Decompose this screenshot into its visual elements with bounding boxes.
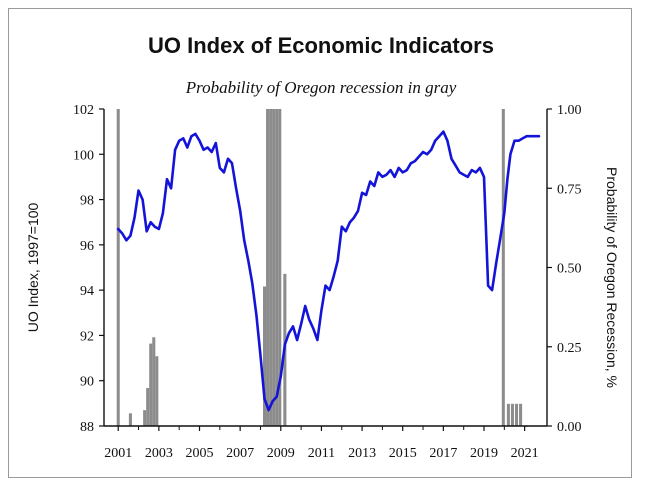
probability-bar [128,413,132,426]
left-tick-label: 102 [73,103,94,118]
left-tick-label: 90 [80,375,94,390]
probability-bar [514,403,519,426]
x-tick-label: 2007 [226,446,254,461]
chart-title: UO Index of Economic Indicators [148,33,494,58]
left-axis-label: UO Index, 1997=100 [25,202,41,332]
probability-bar [155,356,159,426]
probability-bar [510,403,514,426]
probability-bar [149,343,153,426]
x-tick-label: 2003 [145,446,173,461]
left-tick-label: 88 [80,420,94,435]
probability-bar [143,410,147,426]
probability-bar [275,109,279,426]
x-tick-label: 2021 [511,446,539,461]
left-tick-label: 92 [80,329,94,344]
probability-bar [269,109,273,426]
right-tick-label: 1.00 [557,103,582,118]
right-tick-label: 0.75 [557,182,582,197]
x-tick-label: 2013 [348,446,376,461]
chart-svg: UO Index of Economic Indicators Probabili… [25,33,620,461]
right-tick-label: 0.25 [557,341,582,356]
x-tick-label: 2011 [308,446,335,461]
left-tick-label: 100 [73,148,94,163]
left-tick-label: 98 [80,194,94,209]
right-axis-label: Probability of Oregon Recession, % [604,167,620,388]
probability-bar [146,387,150,426]
chart-frame: UO Index of Economic Indicators Probabili… [8,8,632,478]
x-tick-label: 2001 [104,446,132,461]
probability-bar [263,286,267,426]
x-tick-label: 2009 [267,446,295,461]
probability-bar [116,109,120,426]
probability-bar [506,403,510,426]
chart-subtitle: Probability of Oregon recession in gray [185,78,457,97]
probability-bar [266,109,270,426]
x-tick-label: 2019 [470,446,498,461]
series-line-uo-index [116,130,541,412]
x-tick-label: 2015 [389,446,417,461]
probability-bar [501,109,505,426]
probability-bar [272,109,276,426]
x-tick-label: 2017 [429,446,457,461]
probability-bar [278,109,282,426]
probability-bar [152,337,156,426]
left-tick-label: 94 [80,284,94,299]
right-tick-label: 0.00 [557,420,582,435]
left-tick-label: 96 [80,239,94,254]
x-tick-label: 2005 [186,446,214,461]
probability-bar [519,403,523,426]
right-tick-label: 0.50 [557,262,582,277]
